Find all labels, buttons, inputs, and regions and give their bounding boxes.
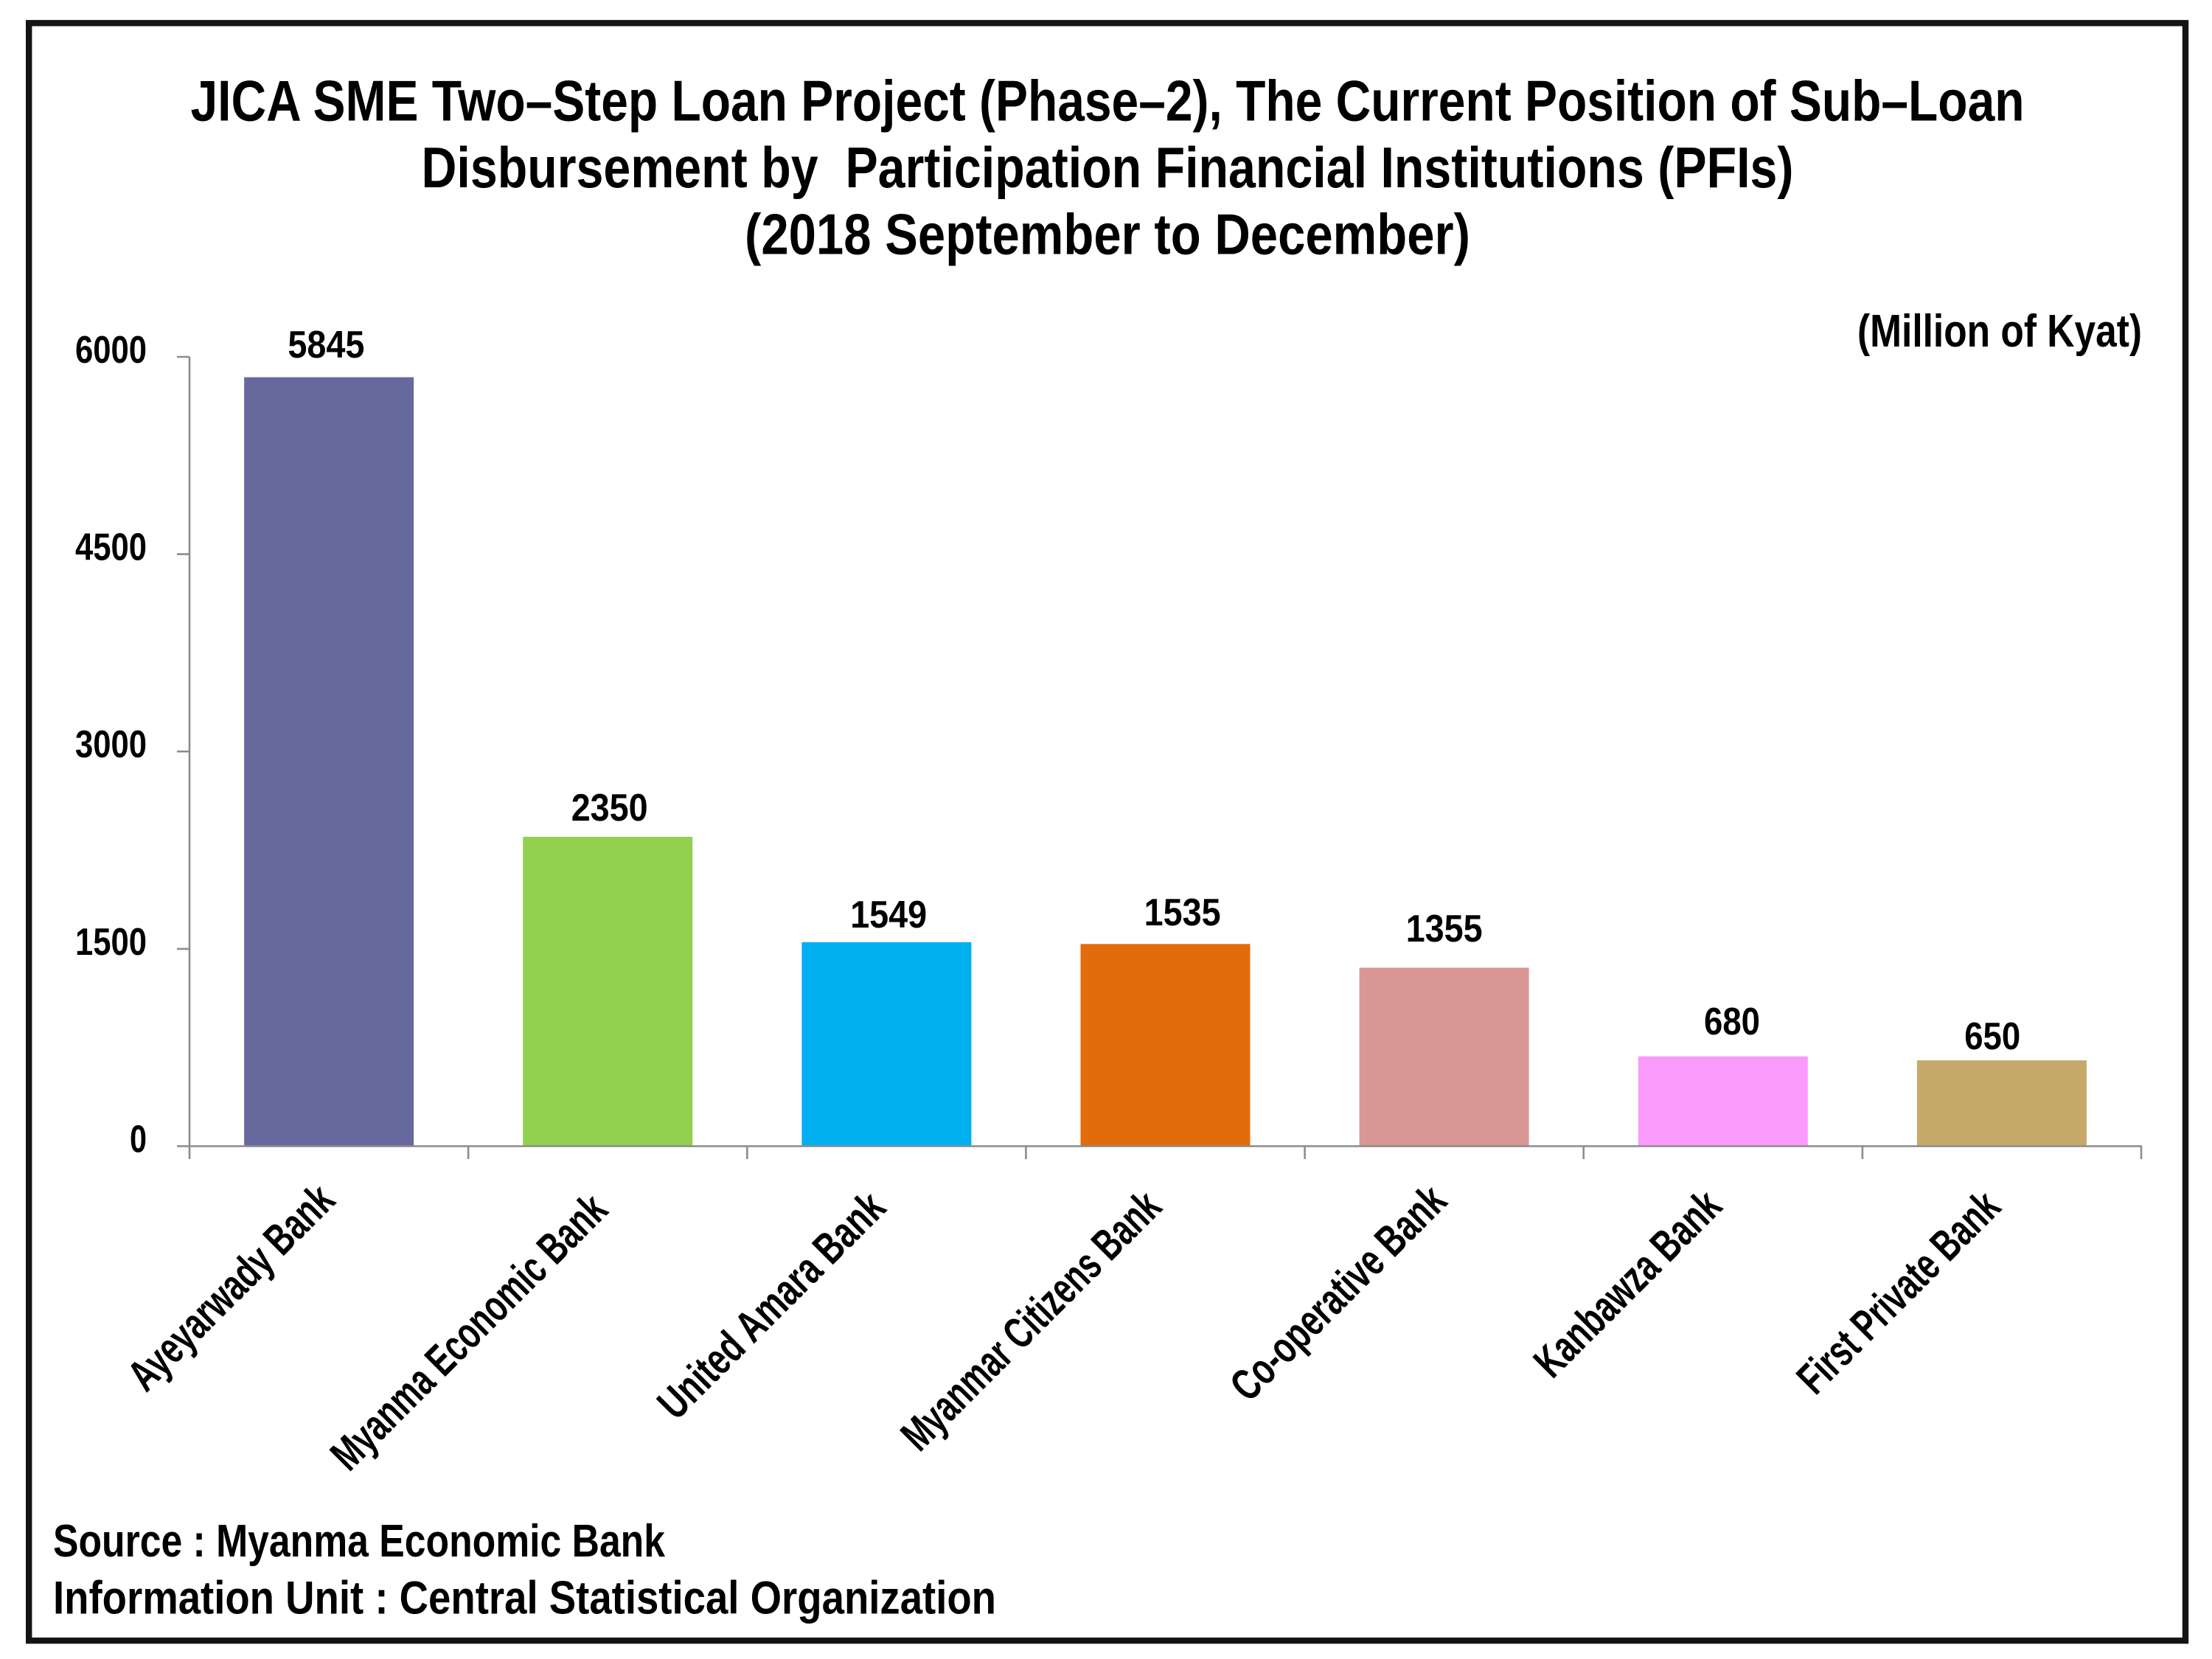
svg-text:Disbursement by Participation: Disbursement by Participation Financial … [422, 135, 1794, 200]
svg-text:Information Unit : Central Sta: Information Unit : Central Statistical O… [53, 1572, 996, 1624]
svg-text:4500: 4500 [75, 526, 147, 568]
svg-text:680: 680 [1704, 1000, 1760, 1043]
svg-text:5845: 5845 [288, 323, 364, 366]
svg-text:1549: 1549 [850, 893, 927, 936]
svg-text:1355: 1355 [1406, 907, 1483, 950]
svg-text:JICA SME Two–Step Loan Project: JICA SME Two–Step Loan Project (Phase–2)… [191, 68, 2025, 133]
svg-text:(Million of Kyat): (Million of Kyat) [1857, 306, 2142, 357]
svg-text:Source : Myanma Economic Bank: Source : Myanma Economic Bank [53, 1516, 665, 1567]
svg-text:3000: 3000 [75, 723, 147, 765]
svg-text:1535: 1535 [1144, 891, 1221, 933]
svg-text:6000: 6000 [75, 328, 147, 371]
svg-text:0: 0 [130, 1118, 147, 1161]
svg-text:650: 650 [1964, 1015, 2020, 1057]
svg-text:2350: 2350 [571, 786, 648, 829]
svg-text:(2018 September to December): (2018 September to December) [745, 202, 1470, 267]
svg-text:1500: 1500 [75, 920, 147, 963]
